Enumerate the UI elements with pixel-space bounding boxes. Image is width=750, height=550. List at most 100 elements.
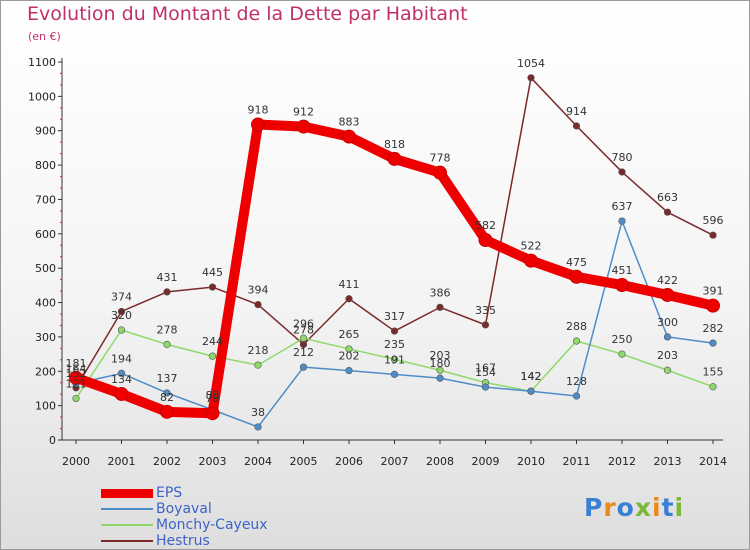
y-tick-label: 1000 xyxy=(28,90,56,103)
data-label: 164 xyxy=(66,363,87,376)
data-label: 391 xyxy=(703,285,724,298)
data-label: 278 xyxy=(293,323,314,336)
x-tick-label: 2001 xyxy=(108,455,136,468)
logo-letter: x xyxy=(634,493,652,522)
data-label: 431 xyxy=(157,271,178,284)
data-point xyxy=(117,369,126,377)
data-point xyxy=(390,327,399,335)
data-label: 914 xyxy=(566,105,587,118)
data-label: 265 xyxy=(339,328,360,341)
data-label: 918 xyxy=(248,104,269,117)
data-point xyxy=(572,392,581,400)
data-label: 38 xyxy=(251,406,265,419)
data-label: 411 xyxy=(339,278,360,291)
legend-item: EPS xyxy=(101,485,268,501)
legend-label: EPS xyxy=(156,485,183,501)
data-point xyxy=(299,334,308,342)
data-point xyxy=(117,326,126,334)
data-label: 475 xyxy=(566,256,587,269)
data-point xyxy=(114,386,129,401)
data-label: 778 xyxy=(430,152,451,165)
y-tick-label: 700 xyxy=(35,193,56,206)
x-tick-label: 2011 xyxy=(563,455,591,468)
x-tick-label: 2008 xyxy=(426,455,454,468)
y-tick-label: 300 xyxy=(35,331,56,344)
y-tick-label: 600 xyxy=(35,228,56,241)
data-point xyxy=(615,278,629,293)
data-point xyxy=(299,363,308,371)
x-tick-label: 2006 xyxy=(335,455,363,468)
y-tick-label: 100 xyxy=(35,400,56,413)
logo-letter: t xyxy=(661,493,675,522)
legend-swatch xyxy=(101,540,153,542)
logo-letter: r xyxy=(603,493,617,522)
y-tick-label: 900 xyxy=(35,125,56,138)
data-label: 203 xyxy=(657,349,678,362)
data-point xyxy=(527,74,535,82)
data-point xyxy=(205,406,220,421)
data-point xyxy=(572,337,581,345)
logo-letter: o xyxy=(616,493,635,522)
data-point xyxy=(296,119,311,134)
data-point xyxy=(481,321,490,329)
data-label: 596 xyxy=(703,214,724,227)
data-label: 320 xyxy=(111,309,132,322)
data-point xyxy=(524,253,538,268)
data-point xyxy=(251,117,265,132)
data-point xyxy=(433,165,447,180)
x-tick-label: 2013 xyxy=(654,455,682,468)
x-tick-label: 2002 xyxy=(153,455,181,468)
data-label: 152 xyxy=(66,367,87,380)
data-label: 296 xyxy=(293,317,314,330)
data-label: 663 xyxy=(657,191,678,204)
data-point xyxy=(436,374,444,382)
data-label: 121 xyxy=(66,377,87,390)
x-tick-label: 2004 xyxy=(244,455,272,468)
x-tick-label: 2003 xyxy=(199,455,227,468)
data-label: 212 xyxy=(293,346,314,359)
proxiti-logo: Proxiti xyxy=(584,493,684,522)
data-point xyxy=(390,370,399,378)
x-tick-label: 2012 xyxy=(608,455,636,468)
data-point xyxy=(69,370,83,385)
data-label: 191 xyxy=(384,353,405,366)
data-point xyxy=(572,122,581,130)
data-label: 142 xyxy=(521,370,542,383)
data-point xyxy=(436,366,444,374)
chart-subtitle: (en €) xyxy=(28,30,61,43)
data-point xyxy=(345,366,353,375)
data-point xyxy=(390,355,399,363)
data-point xyxy=(663,333,672,341)
data-point xyxy=(163,389,171,397)
data-point xyxy=(527,387,535,395)
data-label: 202 xyxy=(339,350,360,363)
x-tick-label: 2000 xyxy=(62,455,90,468)
legend-swatch xyxy=(101,488,153,498)
data-point xyxy=(342,129,356,144)
chart-legend: EPS Boyaval Monchy-Cayeux Hestrus xyxy=(101,485,268,549)
data-label: 128 xyxy=(566,375,587,388)
y-tick-label: 1100 xyxy=(28,56,56,69)
data-label: 278 xyxy=(157,323,178,336)
data-label: 374 xyxy=(111,290,132,303)
x-tick-label: 2014 xyxy=(699,455,727,468)
data-point xyxy=(208,352,217,360)
data-point xyxy=(478,233,493,248)
logo-letter: i xyxy=(674,493,685,522)
data-label: 218 xyxy=(248,344,269,357)
data-label: 422 xyxy=(657,274,678,287)
data-label: 912 xyxy=(293,106,314,119)
data-point xyxy=(706,298,720,313)
legend-swatch xyxy=(101,508,153,510)
data-label: 180 xyxy=(430,357,451,370)
data-label: 451 xyxy=(612,264,633,277)
chart-title: Evolution du Montant de la Dette par Hab… xyxy=(27,3,468,25)
data-label: 244 xyxy=(202,335,223,348)
logo-letter: P xyxy=(584,493,604,522)
x-tick-label: 2007 xyxy=(381,455,409,468)
data-label: 78 xyxy=(206,392,220,405)
data-label: 335 xyxy=(475,304,496,317)
data-label: 155 xyxy=(703,366,724,379)
legend-label: Monchy-Cayeux xyxy=(156,517,268,533)
